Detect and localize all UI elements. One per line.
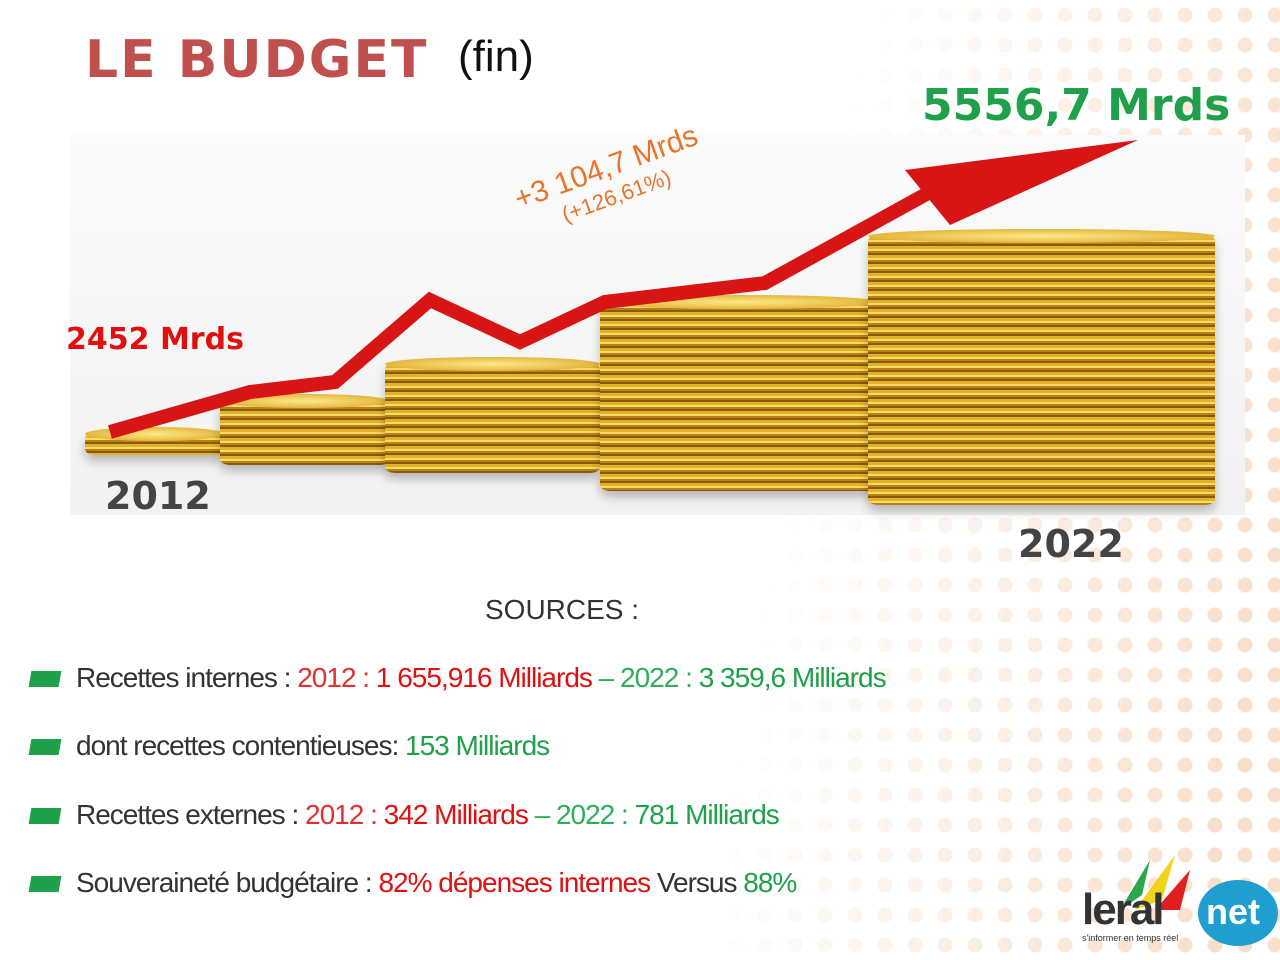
item-sep: Versus <box>650 867 744 898</box>
year-start: 2012 <box>105 474 211 518</box>
bullet-icon <box>28 808 62 824</box>
coins-growth-image <box>70 135 1245 515</box>
page-title: LE BUDGET <box>85 30 429 90</box>
logo-brand: leral <box>1082 885 1165 934</box>
item-value: 153 Milliards <box>405 730 550 761</box>
list-item: Recettes externes : 2012 : 342 Milliards… <box>28 799 780 831</box>
list-item: dont recettes contentieuses: 153 Milliar… <box>28 730 550 762</box>
item-year: 2022 : <box>620 662 699 693</box>
item-value: 1 655,916 Milliards <box>375 662 593 693</box>
item-label: dont recettes contentieuses: <box>76 730 405 761</box>
list-item: Recettes internes : 2012 : 1 655,916 Mil… <box>28 662 887 694</box>
item-sep: – <box>527 799 556 830</box>
item-value: 342 Milliards <box>383 799 529 830</box>
bullet-icon <box>28 876 62 892</box>
item-value: 781 Milliards <box>634 799 780 830</box>
start-value: 2452 Mrds <box>66 322 244 357</box>
item-value: 88% <box>743 867 797 898</box>
list-item: Souveraineté budgétaire : 82% dépenses i… <box>28 867 797 899</box>
item-value: 3 359,6 Milliards <box>698 662 887 693</box>
year-end: 2022 <box>1018 522 1124 566</box>
item-sep: – <box>591 662 621 693</box>
item-value: 82% dépenses internes <box>378 867 651 898</box>
bullet-icon <box>28 739 62 755</box>
end-value: 5556,7 Mrds <box>922 80 1231 131</box>
item-year: 2012 : <box>297 662 376 693</box>
item-label: Recettes externes : <box>76 799 306 830</box>
item-label: Recettes internes : <box>76 662 298 693</box>
leral-net-logo: leral net s'informer en temps réel <box>1080 855 1280 955</box>
item-year: 2012 : <box>305 799 384 830</box>
item-label: Souveraineté budgétaire : <box>76 867 379 898</box>
logo-tagline: s'informer en temps réel <box>1082 933 1179 943</box>
title-suffix: (fin) <box>458 32 534 81</box>
sources-heading: SOURCES : <box>485 594 640 625</box>
item-year: 2022 : <box>555 799 635 830</box>
bullet-icon <box>28 671 62 687</box>
logo-suffix: net <box>1206 891 1260 932</box>
